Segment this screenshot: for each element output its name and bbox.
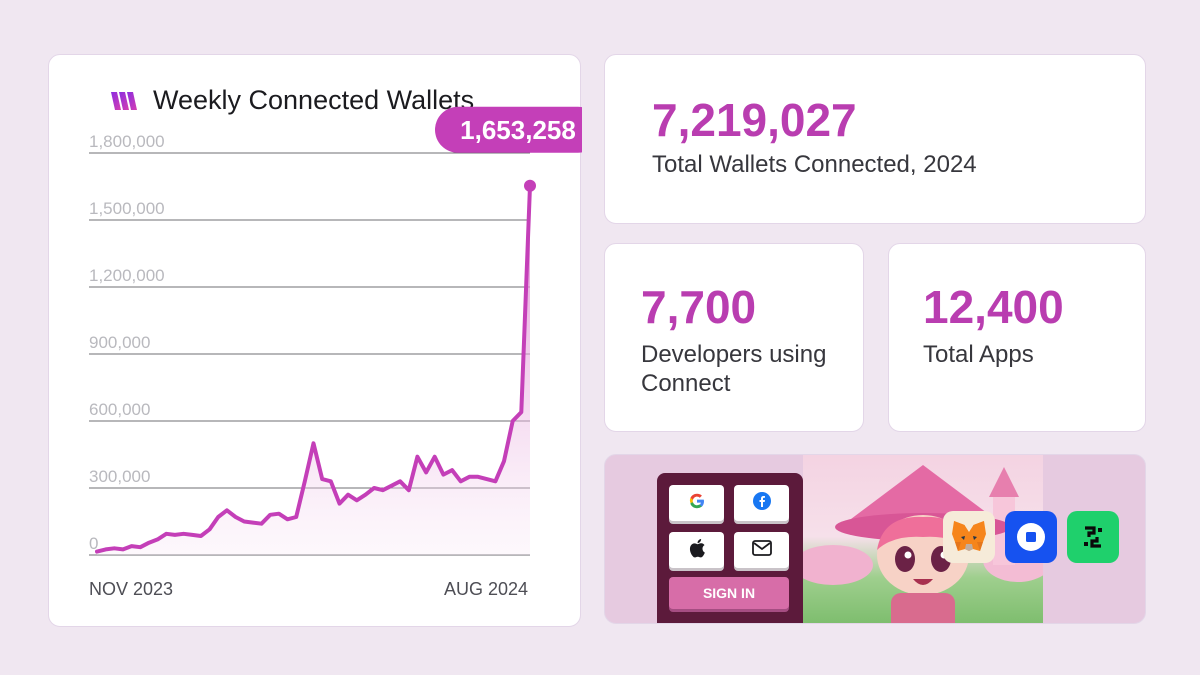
developers-value: 7,700 — [641, 281, 757, 333]
y-tick-label: 0 — [89, 534, 98, 553]
peak-badge — [435, 106, 582, 153]
chart-title-row: Weekly Connected Wallets — [111, 85, 474, 116]
brand-logo-icon — [111, 90, 141, 112]
area-fill — [97, 185, 530, 556]
email-login-button[interactable] — [734, 532, 789, 568]
total-apps-value: 12,400 — [923, 281, 1064, 333]
total-apps-card: 12,400 Total Apps — [888, 243, 1146, 432]
connect-banner: SIGN IN — [604, 454, 1146, 624]
total-wallets-label: Total Wallets Connected, 2024 — [652, 151, 977, 178]
metamask-icon[interactable] — [943, 511, 995, 563]
developers-label: Developers using Connect — [641, 341, 827, 398]
chart-plot: 1,800,000 1,500,000 1,200,000 900,000 600,00… — [89, 106, 582, 556]
weekly-wallets-chart-card: Weekly Connected Wallets 1,800,000 1,500,… — [48, 54, 582, 627]
apple-login-button[interactable] — [669, 532, 724, 568]
peak-value-label: 1,653,258 — [460, 115, 576, 145]
apple-icon — [688, 538, 706, 563]
google-icon — [687, 491, 707, 516]
peak-point — [524, 179, 536, 192]
total-wallets-value: 7,219,027 — [652, 94, 857, 146]
y-tick-label: 1,500,000 — [89, 199, 165, 218]
y-tick-label: 1,800,000 — [89, 132, 165, 151]
google-login-button[interactable] — [669, 485, 724, 521]
x-axis-start-label: NOV 2023 — [89, 579, 174, 599]
chart-title: Weekly Connected Wallets — [153, 85, 475, 115]
developers-card: 7,700 Developers using Connect — [604, 243, 864, 432]
facebook-login-button[interactable] — [734, 485, 789, 521]
coinbase-wallet-icon[interactable] — [1005, 511, 1057, 563]
total-apps-label: Total Apps — [923, 341, 1034, 368]
y-tick-label: 1,200,000 — [89, 266, 165, 285]
email-icon — [751, 539, 773, 562]
facebook-icon — [752, 491, 772, 516]
sign-in-panel: SIGN IN — [657, 473, 803, 623]
total-wallets-card: 7,219,027 Total Wallets Connected, 2024 — [604, 54, 1146, 224]
y-tick-label: 900,000 — [89, 333, 150, 352]
y-tick-label: 300,000 — [89, 467, 150, 486]
y-tick-label: 600,000 — [89, 400, 150, 419]
sign-in-button[interactable]: SIGN IN — [669, 577, 789, 609]
wallet-app-icon[interactable] — [1067, 511, 1119, 563]
x-axis-end-label: AUG 2024 — [443, 579, 528, 599]
